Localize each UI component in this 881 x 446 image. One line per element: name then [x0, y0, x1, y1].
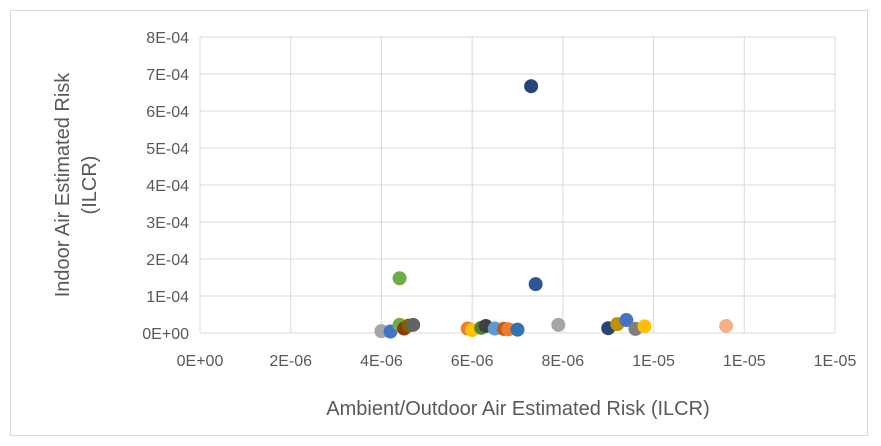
y-tick-label: 5E-04 [146, 141, 189, 158]
x-tick-label: 8E-06 [542, 353, 585, 370]
data-point [524, 79, 539, 94]
x-tick-label: 1E-05 [723, 353, 766, 370]
y-axis-title-line-2: (ILCR) [79, 156, 101, 215]
y-tick-label: 2E-04 [146, 252, 189, 269]
x-tick-label: 0E+00 [177, 353, 224, 370]
data-point [406, 317, 421, 332]
data-point [551, 317, 566, 332]
y-tick-label: 1E-04 [146, 289, 189, 306]
y-tick-label: 8E-04 [146, 30, 189, 47]
y-tick-label: 4E-04 [146, 178, 189, 195]
data-point [510, 322, 525, 337]
axes: 0E+00 2E-06 4E-06 6E-06 8E-06 1E-05 1E-05 1E-05… [142, 30, 856, 370]
gridlines [199, 36, 836, 334]
data-point [719, 318, 734, 333]
x-tick-label: 2E-06 [269, 353, 312, 370]
y-tick-label: 3E-04 [146, 215, 189, 232]
chart-frame [10, 10, 868, 436]
x-tick-label: 4E-06 [360, 353, 403, 370]
x-tick-label: 6E-06 [451, 353, 494, 370]
y-tick-label: 6E-04 [146, 104, 189, 121]
y-tick-label: 0E+00 [142, 326, 189, 343]
y-tick-label: 7E-04 [146, 67, 189, 84]
data-point [619, 313, 634, 328]
x-axis-title: Ambient/Outdoor Air Estimated Risk (ILCR… [326, 398, 709, 420]
data-points [374, 79, 734, 339]
x-tick-label: 1E-05 [814, 353, 857, 370]
data-point [392, 271, 407, 286]
axis-labels: Ambient/Outdoor Air Estimated Risk (ILCR… [52, 72, 710, 420]
data-point [528, 277, 543, 292]
data-point [637, 319, 652, 334]
x-tick-label: 1E-05 [632, 353, 675, 370]
y-axis-title-line-1: Indoor Air Estimated Risk [52, 72, 74, 298]
